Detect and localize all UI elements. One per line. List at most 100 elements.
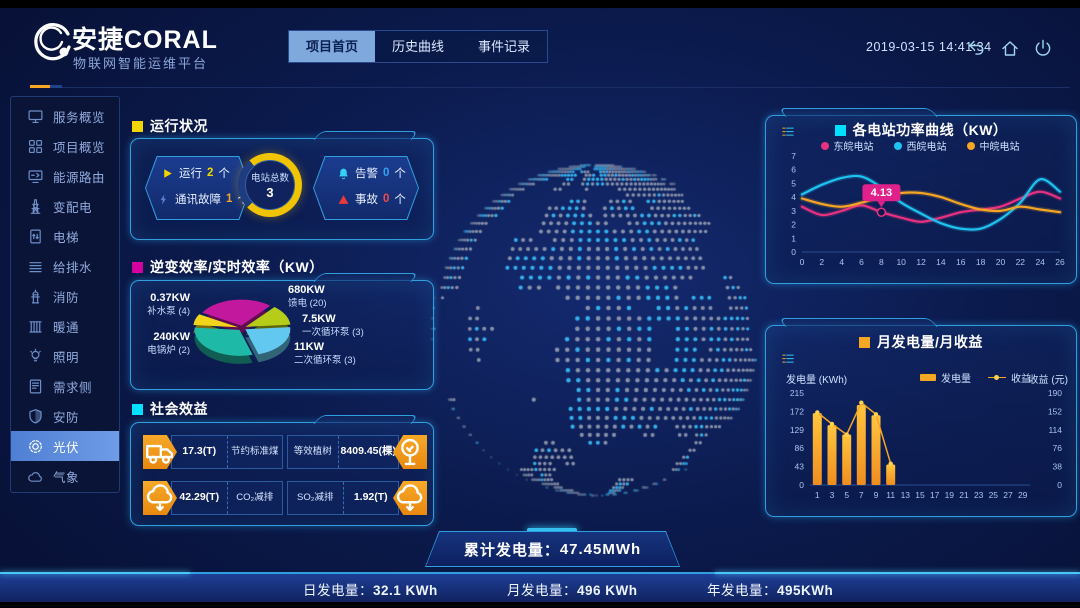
svg-text:11: 11 <box>886 490 895 500</box>
top-black-bar <box>0 0 1080 8</box>
play-icon <box>161 167 174 180</box>
svg-text:19: 19 <box>945 490 955 500</box>
social-value: 8409.45(棵) <box>337 436 398 468</box>
sidebar-item-9[interactable]: 需求侧 <box>11 371 119 401</box>
social-label: SO₂减排 <box>297 491 334 503</box>
svg-text:0: 0 <box>791 247 796 257</box>
magenta-bullet-icon <box>132 261 143 273</box>
cumulative-box: 累计发电量： 47.45MWh <box>425 531 680 567</box>
right-axis-label: 收益 (元) <box>1028 375 1068 386</box>
tab-0[interactable]: 项目首页 <box>289 31 376 62</box>
warning-icon <box>337 193 350 206</box>
sidebar-item-2[interactable]: 能源路由 <box>11 161 119 191</box>
sidebar-item-label: 照明 <box>53 350 80 365</box>
panel-notch <box>778 108 938 117</box>
band-highlight-left <box>0 572 190 574</box>
tab-2[interactable]: 事件记录 <box>478 39 531 54</box>
social-stat-0: 17.3(T) 节约标准煤 <box>143 435 283 469</box>
daily-generation: 日发电量：32.1 KWh <box>303 583 438 598</box>
header-divider <box>30 87 1070 88</box>
svg-text:43: 43 <box>795 462 805 472</box>
sidebar-item-8[interactable]: 照明 <box>11 341 119 371</box>
sidebar-item-7[interactable]: 暖通 <box>11 311 119 341</box>
svg-text:215: 215 <box>790 388 804 398</box>
globe-visualization[interactable] <box>408 142 786 520</box>
svg-text:0: 0 <box>1057 480 1062 490</box>
station-total-donut: 电站总数 3 <box>238 153 302 217</box>
power-icon[interactable] <box>1033 38 1053 58</box>
pie-label-water-pump: 0.37KW 补水泵 (4) <box>147 292 190 317</box>
menu-icon[interactable] <box>780 352 796 366</box>
svg-text:3: 3 <box>830 490 835 500</box>
svg-text:15: 15 <box>915 490 925 500</box>
yearly-generation: 年发电量：495KWh <box>707 583 834 598</box>
sidebar-item-1[interactable]: 项目概览 <box>11 131 119 161</box>
hydrant-icon <box>27 288 44 305</box>
monitor-icon <box>27 108 44 125</box>
power-curve-chart[interactable]: 0 1 2 3 4 5 6 7 0 2 4 6 8 10 12 14 16 18 20 22 24 26 4.13 <box>772 150 1068 276</box>
svg-text:76: 76 <box>1053 443 1063 453</box>
sidebar-item-label: 电梯 <box>53 230 80 245</box>
legend-item-1[interactable]: 西皖电站 <box>893 138 947 153</box>
tab-1[interactable]: 历史曲线 <box>392 39 445 54</box>
back-icon[interactable] <box>966 38 986 58</box>
bottom-black-bar <box>0 602 1080 608</box>
menu-icon[interactable] <box>780 125 796 139</box>
svg-text:7: 7 <box>791 151 796 161</box>
sidebar-item-4[interactable]: 电梯 <box>11 221 119 251</box>
bell-icon <box>337 167 350 180</box>
sidebar-item-label: 安防 <box>53 410 80 425</box>
status-running: 运行 2 个 <box>161 165 230 181</box>
radiator-icon <box>27 318 44 335</box>
cyan-bullet-icon <box>132 403 143 415</box>
bar-legend-income[interactable]: 收益 <box>988 370 1031 385</box>
power-curve-panel: 各电站功率曲线（KW） <box>765 108 1077 284</box>
svg-text:9: 9 <box>874 490 879 500</box>
svg-text:152: 152 <box>1048 406 1062 416</box>
header-divider-accent-blue <box>50 85 62 88</box>
svg-text:13: 13 <box>901 490 911 500</box>
solar-icon <box>27 438 44 455</box>
yellow-bullet-icon <box>132 120 143 132</box>
sidebar-item-0[interactable]: 服务概览 <box>11 101 119 131</box>
cyan-bullet-icon <box>834 124 846 136</box>
panel-notch <box>313 415 419 424</box>
sidebar-item-6[interactable]: 消防 <box>11 281 119 311</box>
doc-icon <box>27 378 44 395</box>
water-icon <box>27 258 44 275</box>
svg-text:2: 2 <box>819 257 824 267</box>
svg-text:86: 86 <box>795 443 805 453</box>
sidebar-item-label: 变配电 <box>53 200 93 215</box>
sidebar-item-12[interactable]: 气象 <box>11 461 119 491</box>
svg-text:0: 0 <box>800 257 805 267</box>
sidebar-item-11[interactable]: 光伏 <box>11 431 119 461</box>
monthly-chart[interactable]: 215 172 129 86 43 0 190 152 114 76 38 0 1 3 5 7 9 11 13 15 1… <box>772 385 1068 510</box>
svg-text:114: 114 <box>1048 425 1062 435</box>
status-panel-title: 运行状况 <box>132 116 208 136</box>
sidebar-item-label: 服务概览 <box>53 110 106 125</box>
social-value: 17.3(T) <box>182 445 217 458</box>
social-label: 等效植树 <box>293 445 332 457</box>
svg-text:4: 4 <box>839 257 844 267</box>
power-curve-title: 各电站功率曲线（KW） <box>766 120 1076 140</box>
svg-text:17: 17 <box>930 490 940 500</box>
sidebar-item-10[interactable]: 安防 <box>11 401 119 431</box>
legend-item-0[interactable]: 东皖电站 <box>820 138 874 153</box>
home-icon[interactable] <box>1000 38 1020 58</box>
efficiency-pie-chart[interactable] <box>186 288 306 380</box>
bar-legend-generation[interactable]: 发电量 <box>920 370 971 385</box>
legend-dot-icon <box>893 141 902 150</box>
pie-label-secondary-pump: 11KW 二次循环泵 (3) <box>294 341 356 366</box>
sidebar: 服务概览项目概览能源路由变配电电梯给排水 消防 暖通照明需求侧安防光伏气象 <box>10 96 120 493</box>
sidebar-item-5[interactable]: 给排水 <box>11 251 119 281</box>
sidebar-item-label: 气象 <box>53 470 80 485</box>
sidebar-item-label: 能源路由 <box>53 170 106 185</box>
cloud-icon <box>27 468 44 485</box>
sidebar-item-3[interactable]: 变配电 <box>11 191 119 221</box>
power-curve-legend: 东皖电站 西皖电站 中皖电站 <box>772 138 1068 153</box>
svg-text:5: 5 <box>844 490 849 500</box>
bar-swatch-icon <box>920 374 936 381</box>
legend-item-2[interactable]: 中皖电站 <box>966 138 1020 153</box>
svg-text:7: 7 <box>859 490 864 500</box>
